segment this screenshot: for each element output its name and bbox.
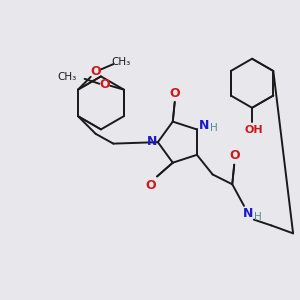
Text: O: O [99,78,110,91]
Text: H: H [210,124,218,134]
Text: O: O [146,179,157,192]
Text: CH₃: CH₃ [112,57,131,67]
Text: N: N [199,119,209,132]
Text: OH: OH [245,125,263,135]
Text: N: N [147,135,157,148]
Text: O: O [229,149,239,162]
Text: O: O [169,87,180,100]
Text: CH₃: CH₃ [58,72,77,82]
Text: H: H [254,212,262,222]
Text: O: O [90,65,101,79]
Text: N: N [243,207,253,220]
